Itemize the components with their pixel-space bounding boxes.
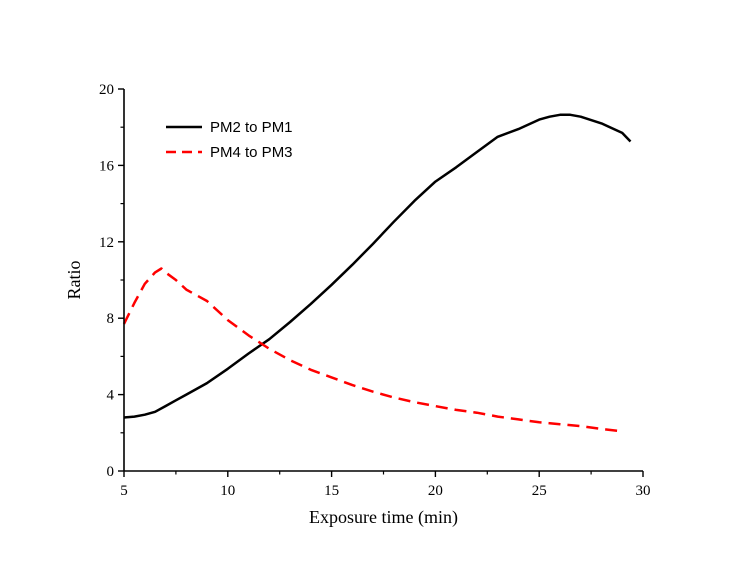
y-tick-label: 20 <box>99 82 114 98</box>
series-line-2 <box>122 267 619 433</box>
x-tick-label: 20 <box>428 483 443 499</box>
x-tick-label: 10 <box>220 483 235 499</box>
legend: PM2 to PM1 PM4 to PM3 <box>166 119 293 161</box>
legend-label-1: PM2 to PM1 <box>210 119 293 136</box>
y-axis-title: Ratio <box>64 261 84 300</box>
x-tick-label: 15 <box>324 483 339 499</box>
legend-label-2: PM4 to PM3 <box>210 144 293 161</box>
y-tick-label: 8 <box>107 311 115 327</box>
plot-lines <box>122 113 632 433</box>
series-line-1 <box>123 113 632 419</box>
x-axis-title: Exposure time (min) <box>309 507 458 528</box>
x-tick-label: 30 <box>636 483 651 499</box>
y-tick-label: 12 <box>99 235 114 251</box>
y-tick-label: 4 <box>107 388 115 404</box>
y-tick-label: 16 <box>99 158 115 174</box>
y-tick-label: 0 <box>107 464 115 480</box>
x-tick-label: 25 <box>532 483 547 499</box>
x-tick-label: 5 <box>120 483 128 499</box>
ticks: 5 10 15 20 25 30 0 4 8 12 16 20 <box>99 82 651 499</box>
axes <box>123 89 643 472</box>
